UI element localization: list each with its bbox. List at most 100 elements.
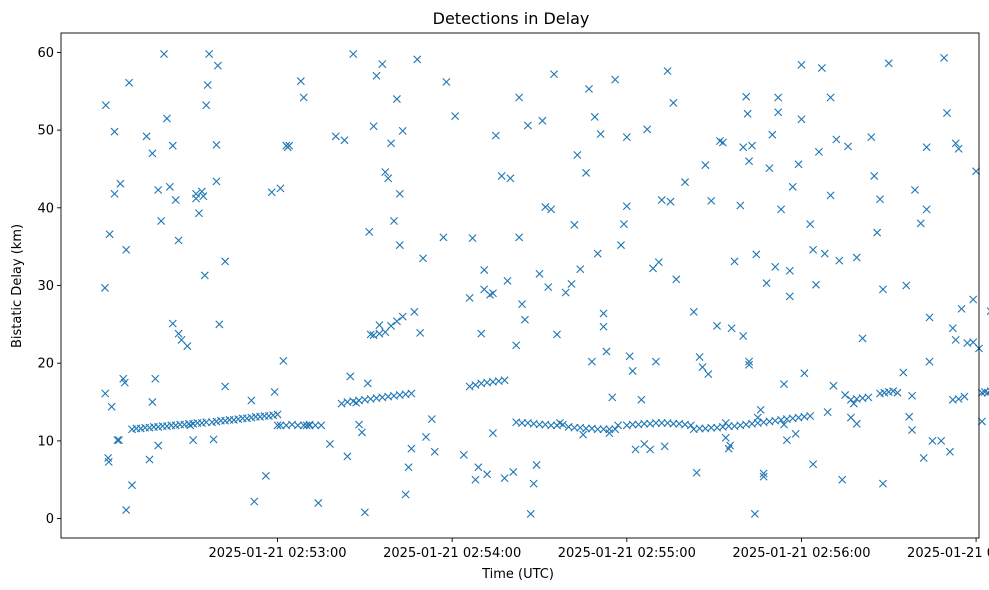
data-point: [718, 138, 727, 147]
data-point: [849, 399, 858, 408]
data-point: [736, 201, 745, 210]
data-point: [692, 468, 701, 477]
data-point: [270, 387, 279, 396]
data-point: [916, 219, 925, 228]
data-point: [573, 150, 582, 159]
data-point: [925, 313, 934, 322]
data-point: [579, 430, 588, 439]
data-point: [349, 49, 358, 58]
data-point: [544, 283, 553, 292]
data-point: [488, 289, 497, 298]
data-point: [576, 265, 585, 274]
data-point: [905, 412, 914, 421]
data-point: [392, 317, 401, 326]
data-point: [826, 93, 835, 102]
data-point: [774, 93, 783, 102]
data-point: [669, 98, 678, 107]
data-point: [599, 309, 608, 318]
data-point: [116, 179, 125, 188]
data-point: [213, 61, 222, 70]
data-point: [395, 241, 404, 250]
data-point: [154, 185, 163, 194]
data-point: [465, 293, 474, 302]
data-point: [753, 413, 762, 422]
data-point: [605, 425, 614, 434]
data-point: [663, 67, 672, 76]
data-point: [948, 324, 957, 333]
data-point: [471, 380, 480, 389]
data-point: [844, 142, 853, 151]
data-point: [777, 205, 786, 214]
data-point: [806, 412, 815, 421]
data-point: [114, 436, 123, 445]
data-point: [666, 197, 675, 206]
data-point: [867, 133, 876, 142]
data-point: [817, 63, 826, 72]
data-point: [599, 425, 608, 434]
data-point: [360, 508, 369, 517]
data-point: [497, 171, 506, 180]
data-point: [474, 463, 483, 472]
data-point: [899, 368, 908, 377]
data-point: [611, 425, 620, 434]
data-point: [503, 276, 512, 285]
data-point: [768, 130, 777, 139]
data-point: [986, 387, 989, 396]
data-point: [101, 389, 110, 398]
data-point: [972, 167, 981, 176]
data-point: [509, 467, 518, 476]
x-tick-label: 2025-01-21 02:53:00: [209, 546, 347, 561]
data-point: [643, 125, 652, 134]
data-point: [739, 332, 748, 340]
y-axis: 0 10 20 30 40 50 60: [37, 46, 61, 527]
data-point: [681, 178, 690, 187]
data-point: [392, 95, 401, 104]
data-point: [889, 387, 898, 396]
data-point: [384, 174, 393, 183]
data-point: [165, 182, 174, 191]
data-point: [940, 53, 949, 62]
data-point: [305, 421, 314, 430]
data-point: [838, 475, 847, 484]
data-point: [186, 421, 195, 430]
data-point: [672, 275, 681, 284]
data-point: [771, 262, 780, 271]
data-point: [168, 319, 177, 328]
data-point: [105, 230, 114, 239]
data-point: [468, 234, 477, 243]
data-point: [957, 304, 966, 313]
data-point: [841, 391, 850, 400]
data-point: [922, 143, 931, 152]
plot-area: [100, 49, 989, 518]
data-point: [747, 141, 756, 150]
data-point: [698, 363, 707, 372]
data-point: [812, 280, 820, 289]
data-point: [189, 436, 198, 445]
data-point: [937, 436, 946, 445]
data-point: [471, 475, 480, 484]
chart-title: Detections in Delay: [433, 9, 590, 28]
data-point: [247, 396, 256, 405]
data-point: [596, 130, 605, 138]
data-point: [381, 168, 390, 177]
data-point: [785, 292, 794, 301]
data-point: [628, 420, 637, 429]
data-point: [369, 331, 378, 340]
data-point: [552, 330, 561, 339]
data-point: [651, 419, 660, 428]
data-point: [381, 328, 390, 337]
data-point: [267, 188, 276, 197]
data-point: [171, 196, 180, 205]
data-point: [788, 182, 797, 191]
data-point: [459, 450, 468, 459]
data-point: [398, 126, 407, 135]
data-point: [337, 399, 346, 408]
data-point: [704, 370, 713, 379]
data-point: [622, 133, 631, 142]
data-point: [721, 433, 730, 442]
data-point: [410, 307, 419, 316]
data-point: [113, 436, 122, 445]
data-point: [451, 112, 460, 121]
data-point: [212, 140, 221, 149]
data-point: [203, 81, 212, 90]
